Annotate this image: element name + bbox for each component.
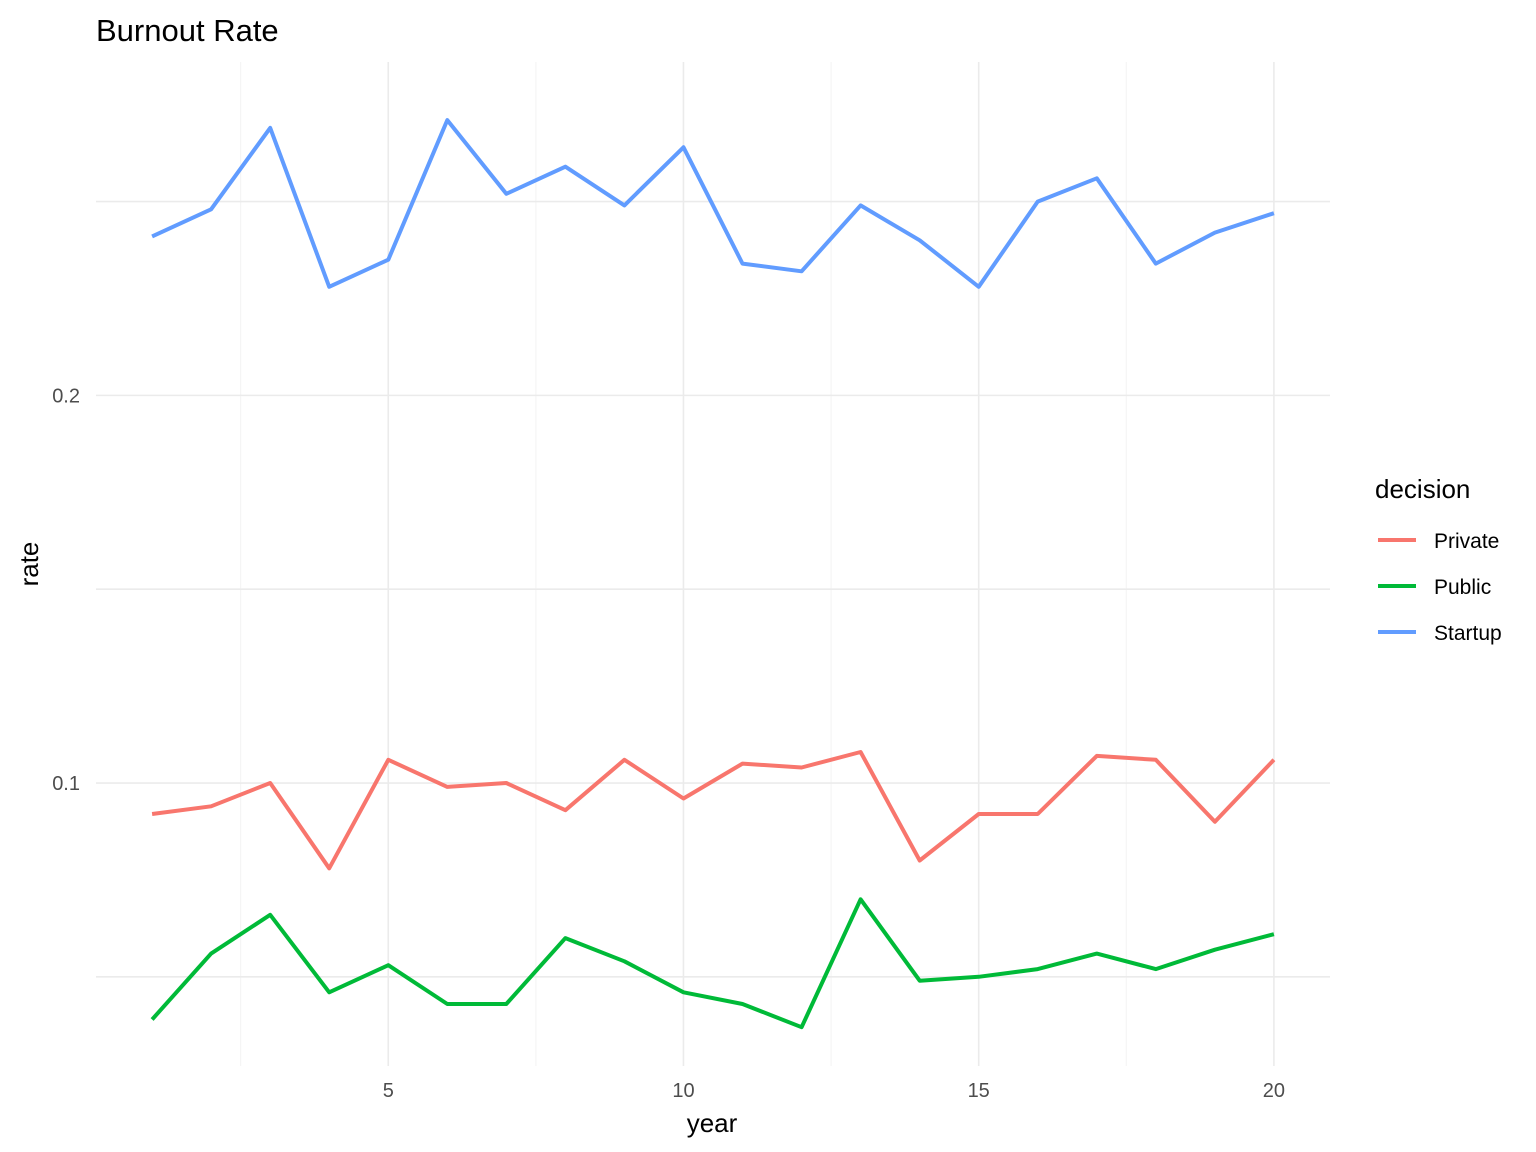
- series-lines: [150, 118, 1276, 1030]
- x-tick-label: 10: [672, 1080, 694, 1102]
- legend-title: decision: [1375, 474, 1470, 504]
- x-axis-title: year: [687, 1108, 738, 1138]
- series-line-startup: [151, 118, 1275, 289]
- y-axis-title: rate: [14, 542, 44, 587]
- x-tick-label: 20: [1263, 1080, 1285, 1102]
- x-axis-ticks: 5 10 15 20: [383, 1080, 1285, 1102]
- x-tick-label: 15: [968, 1080, 990, 1102]
- legend: decision Private Public Startup: [1375, 474, 1502, 645]
- legend-label-public: Public: [1434, 576, 1491, 599]
- y-tick-label: 0.2: [52, 385, 80, 407]
- series-line-private: [151, 750, 1276, 871]
- legend-label-private: Private: [1434, 530, 1499, 553]
- series-line-public: [150, 897, 1275, 1030]
- chart-title: Burnout Rate: [96, 13, 279, 48]
- y-axis-ticks: 0.1 0.2: [52, 385, 80, 795]
- grid: [96, 62, 1330, 1066]
- legend-label-startup: Startup: [1434, 622, 1502, 645]
- y-tick-label: 0.1: [52, 773, 80, 795]
- x-tick-label: 5: [383, 1080, 394, 1102]
